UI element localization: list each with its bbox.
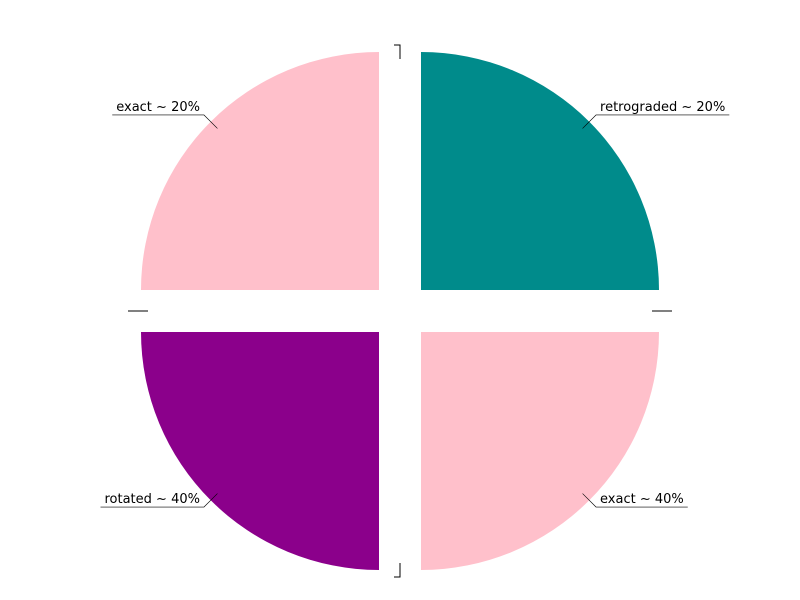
leader-line-1 bbox=[582, 493, 688, 508]
tick-bottom bbox=[394, 563, 401, 578]
pie-slices bbox=[141, 52, 659, 570]
axis-ticks bbox=[128, 44, 672, 578]
slice-label-3: exact ~ 20% bbox=[116, 100, 200, 115]
leader-line-3 bbox=[112, 114, 218, 129]
slice-label-0: retrograded ~ 20% bbox=[600, 100, 725, 115]
pie-slice-3 bbox=[141, 52, 379, 290]
pie-slice-2 bbox=[141, 332, 379, 570]
tick-top bbox=[394, 44, 401, 59]
slice-labels: retrograded ~ 20% exact ~ 40% rotated ~ 40… bbox=[104, 100, 725, 507]
slice-label-2: rotated ~ 40% bbox=[104, 492, 199, 507]
leader-line-2 bbox=[100, 493, 218, 508]
pie-slice-1 bbox=[421, 332, 659, 570]
leader-line-0 bbox=[582, 114, 730, 129]
leader-lines bbox=[100, 114, 730, 508]
pie-slice-0 bbox=[421, 52, 659, 290]
slice-label-1: exact ~ 40% bbox=[600, 492, 684, 507]
